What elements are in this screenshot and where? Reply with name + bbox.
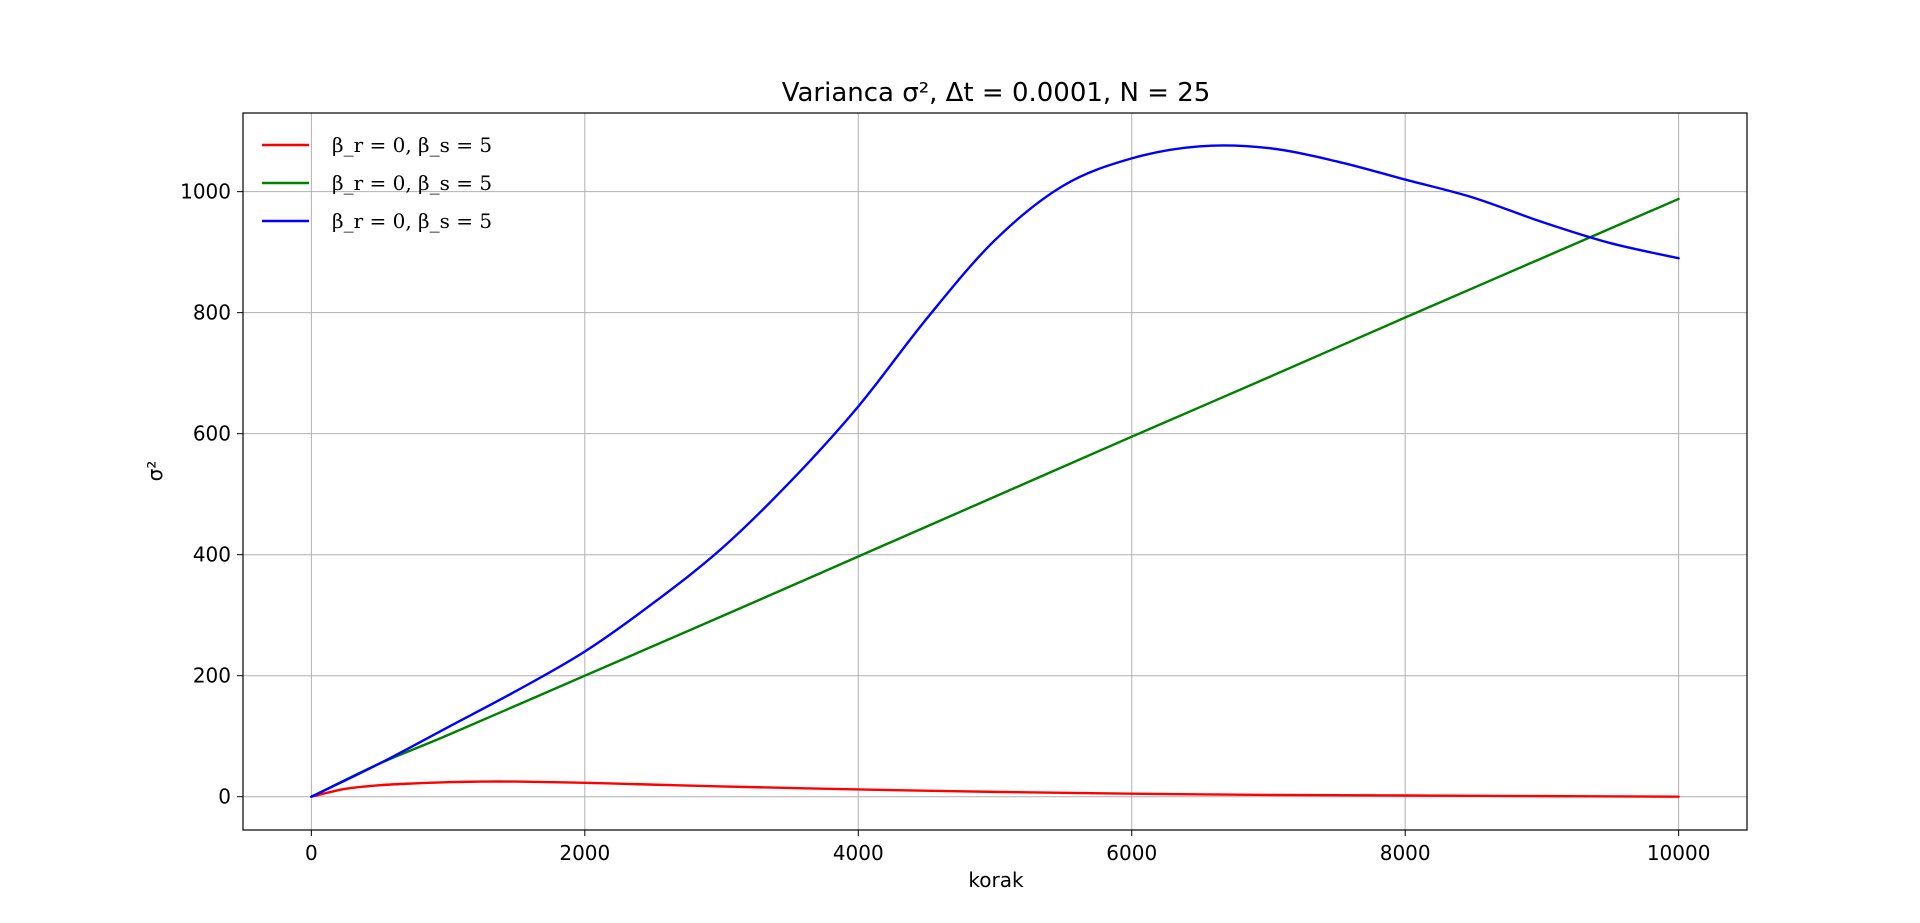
chart-title: Varianca σ², Δt = 0.0001, N = 25	[782, 78, 1211, 108]
y-axis-label: σ²	[143, 461, 167, 482]
y-tick-label-0: 0	[218, 785, 231, 809]
x-tick-label-5: 10000	[1647, 841, 1711, 865]
x-tick-label-3: 6000	[1106, 841, 1157, 865]
legend-label-2: β_r = 0, β_s = 5	[332, 209, 492, 233]
series-lines	[310, 144, 1680, 798]
grid	[243, 113, 1747, 830]
legend: β_r = 0, β_s = 5 β_r = 0, β_s = 5 β_r = 0,…	[262, 133, 492, 233]
y-tick-label-4: 800	[193, 301, 231, 325]
x-tick-label-2: 4000	[833, 841, 884, 865]
series-line-0	[310, 780, 1680, 798]
legend-label-0: β_r = 0, β_s = 5	[332, 133, 492, 157]
axis-ticks: 0 2000 4000 6000 8000 10000 0 200 400 600 800 1000	[180, 180, 1710, 865]
x-tick-label-0: 0	[305, 841, 318, 865]
plot-frame	[242, 112, 1748, 831]
y-tick-label-3: 600	[193, 422, 231, 446]
x-tick-label-4: 8000	[1380, 841, 1431, 865]
legend-label-1: β_r = 0, β_s = 5	[332, 171, 492, 195]
y-tick-label-1: 200	[193, 664, 231, 688]
y-tick-label-5: 1000	[180, 180, 231, 204]
x-axis-label: korak	[968, 868, 1024, 892]
x-tick-label-1: 2000	[559, 841, 610, 865]
y-tick-label-2: 400	[193, 543, 231, 567]
series-line-1	[310, 197, 1680, 798]
series-line-2	[310, 144, 1680, 798]
